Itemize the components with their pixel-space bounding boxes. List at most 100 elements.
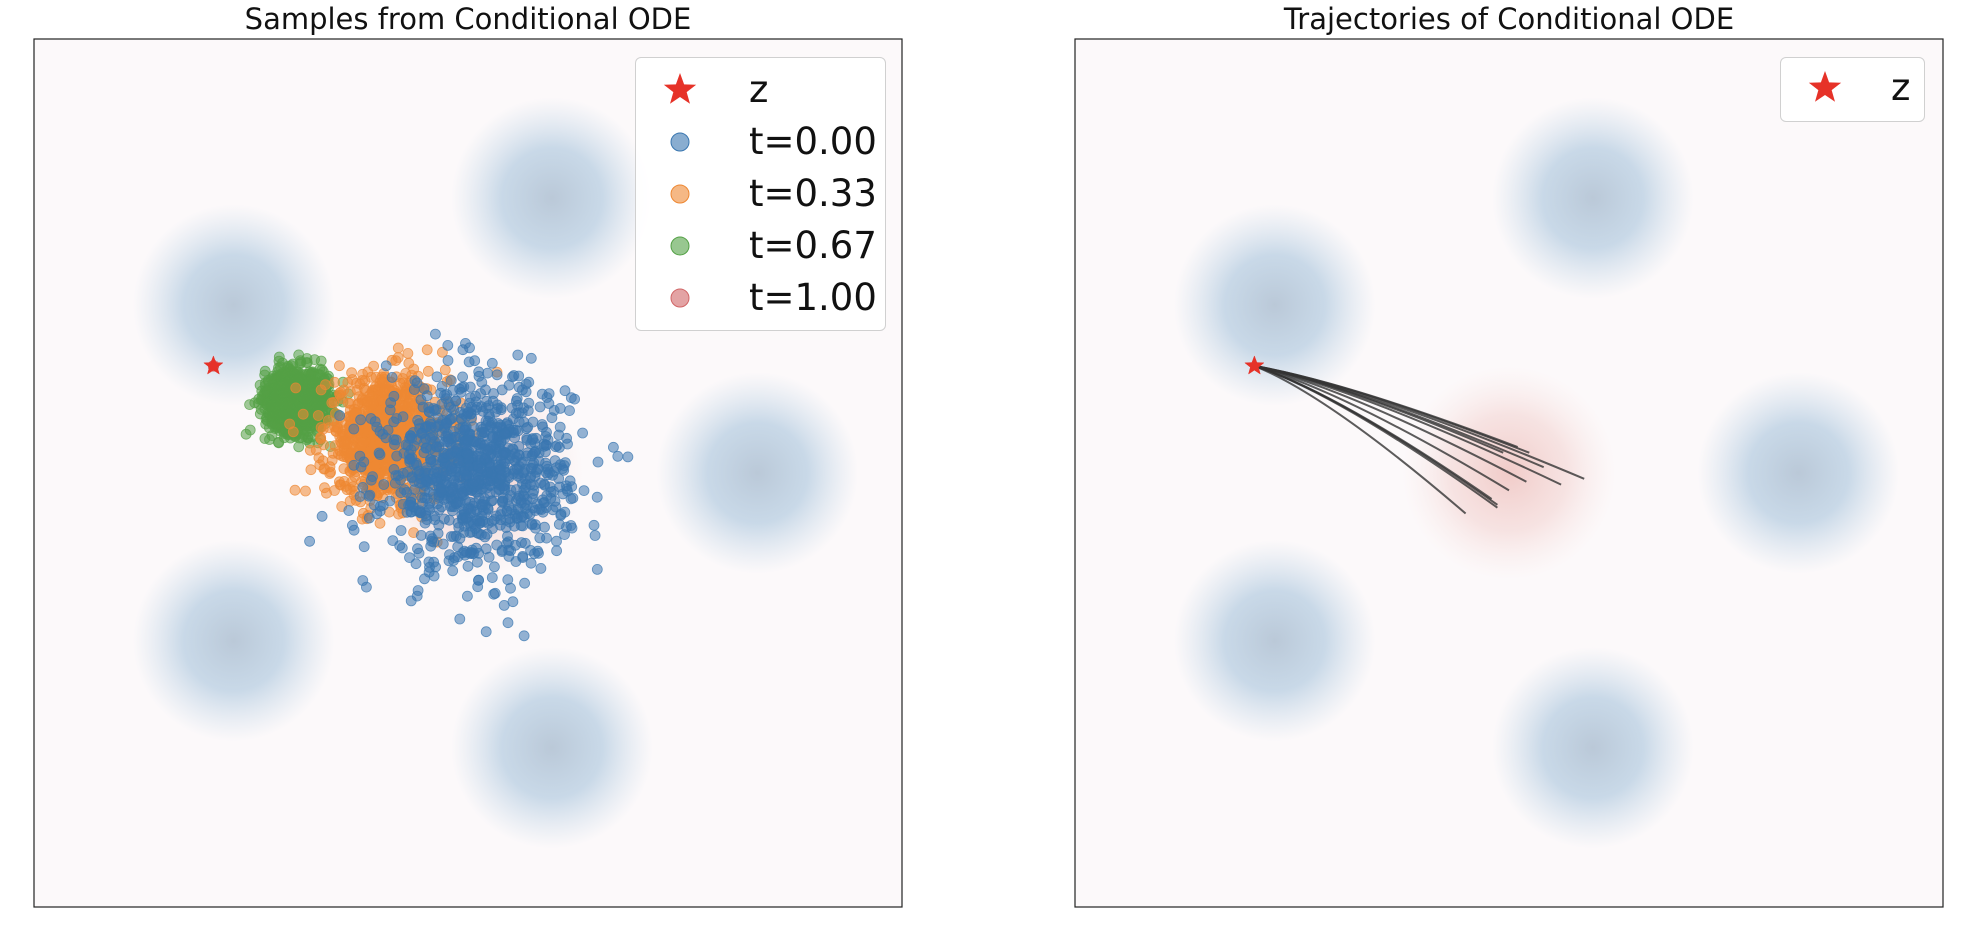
scatter-point: [498, 600, 510, 611]
scatter-point: [374, 517, 386, 529]
legend-label-t067: t=0.67: [749, 224, 877, 267]
scatter-point: [561, 432, 572, 444]
scatter-point: [447, 384, 459, 396]
scatter-point: [451, 443, 463, 455]
scatter-point: [289, 484, 301, 496]
scatter-point: [565, 392, 577, 404]
scatter-point: [415, 529, 427, 541]
scatter-point: [543, 388, 555, 400]
scatter-point: [558, 460, 570, 471]
z-star-marker: [1244, 355, 1265, 375]
scatter-point: [346, 367, 358, 379]
source-density-blob: [132, 539, 335, 742]
scatter-point: [420, 442, 432, 454]
scatter-point: [482, 445, 494, 457]
scatter-point: [554, 421, 566, 433]
legend-circle: [670, 288, 690, 308]
legend-label-t1: t=1.00: [749, 276, 877, 319]
scatter-point: [529, 447, 540, 458]
scatter-point: [483, 551, 495, 563]
scatter-point: [415, 394, 427, 406]
legend-star: [663, 73, 697, 104]
scatter-point: [491, 539, 503, 551]
scatter-point: [424, 497, 436, 509]
scatter-point: [343, 505, 355, 516]
legend-item-t067: t=0.67: [636, 220, 885, 272]
scatter-point: [300, 485, 311, 497]
scatter-point: [539, 521, 550, 533]
density-layer: [1173, 97, 1900, 849]
scatter-point: [439, 389, 450, 401]
source-density-blob: [1173, 539, 1376, 742]
scatter-point: [462, 503, 474, 515]
scatter-point: [457, 371, 469, 383]
scatter-point: [431, 371, 443, 383]
scatter-point: [608, 441, 619, 453]
scatter-point: [499, 428, 511, 440]
scatter-point: [329, 421, 341, 433]
scatter-point: [428, 570, 440, 582]
scatter-point: [577, 427, 588, 439]
scatter-point: [516, 537, 527, 549]
scatter-point: [358, 456, 370, 468]
scatter-point: [354, 491, 366, 502]
source-density-blob: [451, 647, 653, 849]
scatter-point: [287, 426, 299, 438]
scatter-point: [420, 433, 431, 445]
scatter-point: [364, 489, 376, 501]
scatter-point: [405, 595, 417, 607]
legend-circle: [670, 184, 690, 204]
source-density-blob: [1173, 204, 1376, 407]
scatter-point: [266, 400, 278, 412]
scatter-point: [358, 541, 370, 553]
legend-item-z: z: [1781, 62, 1924, 114]
scatter-point: [553, 473, 565, 484]
scatter-point: [502, 617, 514, 629]
scatter-point: [423, 486, 435, 498]
scatter-point: [406, 471, 418, 483]
scatter-point: [433, 504, 445, 516]
scatter-point: [439, 364, 451, 376]
scatter-point: [461, 469, 473, 481]
legend-item-t0: t=0.00: [636, 116, 885, 168]
scatter-point: [404, 499, 416, 511]
scatter-point: [355, 414, 367, 426]
scatter-point: [518, 630, 530, 642]
scatter-point: [591, 564, 603, 575]
trajectory-line: [1254, 364, 1467, 515]
star-icon: [1808, 71, 1842, 102]
scatter-point: [499, 457, 511, 469]
scatter-point: [469, 523, 481, 534]
scatter-point: [541, 532, 552, 544]
scatter-point: [494, 519, 506, 531]
scatter-point: [394, 540, 406, 552]
scatter-point: [517, 520, 529, 532]
legend-label-z: z: [1891, 66, 1911, 109]
scatter-point: [520, 423, 532, 434]
scatter-point: [525, 463, 537, 475]
scatter-point: [429, 328, 441, 340]
legend-item-t1: t=1.00: [636, 272, 885, 324]
scatter-point: [390, 434, 402, 446]
scatter-point: [535, 477, 547, 489]
scatter-point: [470, 390, 481, 402]
legend-label-t033: t=0.33: [749, 172, 877, 215]
left-chart-title: Samples from Conditional ODE: [244, 2, 692, 36]
circle-marker-icon: [670, 288, 690, 308]
scatter-point: [280, 377, 292, 389]
scatter-point: [512, 349, 524, 361]
scatter-point: [304, 535, 316, 547]
scatter-point: [462, 408, 474, 419]
scatter-point: [510, 556, 522, 567]
scatter-point: [464, 381, 476, 393]
scatter-point: [384, 404, 396, 416]
scatter-point: [319, 379, 331, 391]
scatter-point: [543, 398, 555, 409]
scatter-point: [578, 485, 590, 497]
scatter-point: [431, 463, 443, 475]
scatter-point: [306, 367, 318, 379]
scatter-point: [321, 487, 332, 499]
scatter-point: [261, 385, 273, 397]
scatter-point: [477, 499, 489, 511]
scatter-point: [444, 549, 455, 560]
